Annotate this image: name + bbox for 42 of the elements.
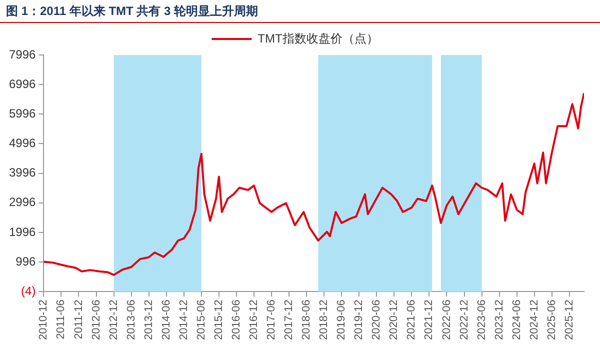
- x-tick-label: 2017-12: [283, 300, 296, 340]
- x-tick-label: 2012-12: [108, 300, 120, 340]
- x-tick-label: 2017-06: [266, 300, 278, 340]
- x-tick-label: 2025-06: [546, 300, 558, 340]
- x-tick-label: 2019-06: [336, 300, 348, 340]
- x-tick-label: 2018-06: [300, 300, 313, 340]
- x-tick-label: 2022-12: [458, 300, 470, 340]
- x-tick-label: 2014-12: [178, 300, 190, 340]
- x-tick-label: 2015-06: [195, 300, 208, 340]
- x-tick-label: 2012-06: [90, 300, 102, 340]
- x-tick-label: 2025-12: [563, 300, 576, 340]
- y-tick-label: 1996: [8, 224, 36, 239]
- y-tick-label: 7996: [8, 47, 36, 62]
- x-tick-label: 2013-12: [142, 300, 155, 340]
- x-tick-label: 2021-06: [406, 300, 418, 340]
- x-tick-label: 2010-12: [38, 300, 50, 340]
- y-tick-label: 2996: [8, 195, 36, 210]
- chart-title: 图 1：2011 年以来 TMT 共有 3 轮明显上升周期: [0, 0, 600, 23]
- x-tick-label: 2022-06: [440, 300, 453, 340]
- x-tick-label: 2016-12: [248, 300, 260, 340]
- y-tick-label: 4996: [8, 136, 36, 150]
- legend-label: TMT指数收盘价（点）: [258, 31, 378, 46]
- x-tick-label: 2013-06: [125, 300, 138, 340]
- x-tick-label: 2023-06: [476, 300, 488, 340]
- y-tick-label: 6996: [8, 76, 36, 91]
- x-tick-label: 2023-12: [493, 300, 506, 340]
- x-tick-label: 2024-06: [510, 300, 523, 340]
- x-tick-label: 2014-06: [160, 300, 172, 340]
- y-tick-label: 996: [16, 254, 36, 268]
- x-tick-label: 2020-06: [370, 300, 383, 340]
- x-tick-label: 2021-12: [423, 300, 436, 340]
- y-tick-label: 3996: [8, 166, 36, 180]
- x-tick-label: 2024-12: [528, 300, 540, 340]
- x-tick-label: 2019-12: [353, 300, 366, 340]
- x-tick-label: 2018-12: [318, 300, 330, 340]
- x-tick-label: 2011-12: [72, 300, 85, 340]
- x-tick-label: 2016-06: [230, 300, 242, 340]
- y-tick-label: (4): [21, 284, 36, 298]
- y-tick-label: 5996: [8, 106, 36, 120]
- x-tick-label: 2020-12: [388, 300, 400, 340]
- x-tick-label: 2011-06: [55, 300, 68, 340]
- x-tick-label: 2015-12: [212, 300, 225, 340]
